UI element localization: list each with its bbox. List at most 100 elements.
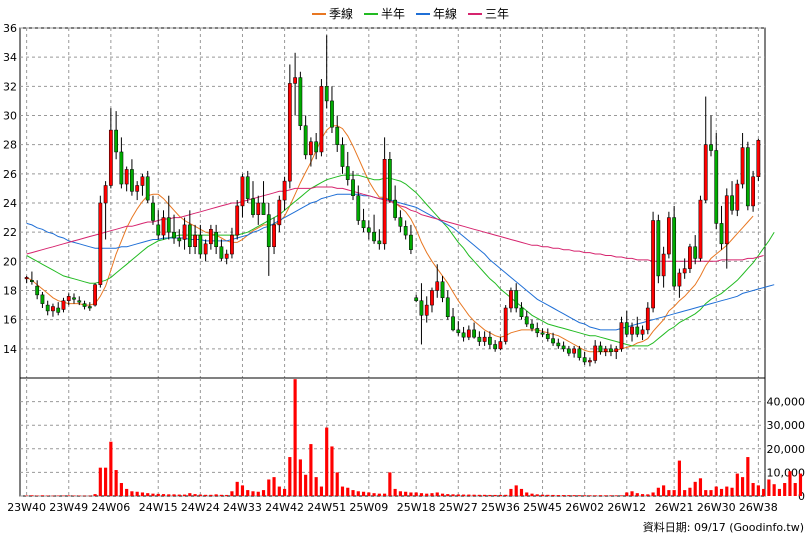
ma-line-1 [26,174,775,347]
volume-bar [483,494,487,496]
volume-bar [156,493,160,496]
volume-bar [567,495,571,496]
candle-body [461,332,466,338]
price-tick-label: 34 [3,51,17,64]
x-tick-label: 25W45 [523,501,562,514]
candle [135,181,140,201]
candle [45,300,50,316]
candle-body [108,129,113,186]
candle [566,345,571,357]
candle [682,258,687,279]
volume-bar [198,494,202,496]
candle-body [540,332,545,335]
candle-body [730,195,734,211]
price-tick-label: 16 [3,314,17,327]
volume-bar [182,494,187,496]
x-tick-label: 26W38 [739,501,778,514]
candle [530,319,534,332]
candle [451,308,455,332]
candle [514,283,519,313]
candle-body [282,180,287,201]
candle [203,239,208,262]
x-tick-label: 24W15 [139,501,178,514]
candle [635,316,640,338]
volume-bar [488,494,492,496]
volume-bar [730,487,734,496]
candle [609,344,613,357]
candle-body [640,329,645,335]
volume-bar [777,488,782,496]
volume-bar [319,486,324,496]
candle [424,296,429,323]
legend-label-0: 季線 [329,6,353,21]
price-tick-label: 18 [3,285,17,298]
volume-bar [351,490,355,496]
candle [614,345,619,360]
candle-body [740,147,745,185]
candlesticks [24,35,761,367]
candle [651,211,655,313]
volume-bar [556,495,560,496]
candle [477,331,482,346]
candle-body [561,345,566,350]
volume-bar [788,471,792,496]
candle-body [493,344,498,350]
volume-bar [493,494,497,496]
candle [430,287,434,313]
candle-body [619,322,624,350]
volume-bar [82,495,87,497]
volume-bar [662,485,666,496]
volume-bar [693,481,697,496]
candle-body [598,345,603,352]
candle [603,345,608,357]
candle-body [114,129,119,153]
candle [493,340,498,352]
candle-body [30,280,34,282]
volume-bar [683,490,687,496]
candle [340,137,345,174]
volume-bar [35,495,39,497]
candle-body [219,246,224,259]
volume-bar [72,495,76,497]
candle-body [251,198,255,215]
candle-body [340,144,345,167]
candle-body [87,306,92,309]
candle [256,195,261,225]
candle [82,300,87,310]
candle-body [351,179,355,196]
candle-body [24,277,29,280]
candle-body [330,100,334,128]
candle [40,291,45,308]
volume-bar [304,474,308,496]
candle-body [187,224,192,247]
candle [98,195,103,288]
volume-bar [640,494,645,496]
volume-bar [530,493,534,496]
volume-bar [461,494,466,496]
volume-bar [377,493,381,496]
price-y-axis: 14 16 18 20 22 24 26 28 30 32 34 36 [3,22,17,356]
volume-bar [367,492,371,496]
candle-body [209,229,213,245]
candle [240,173,245,218]
volume-tick-label: 20,000 [767,443,806,456]
candle [745,141,750,211]
candle-body [672,217,677,287]
candle-body [82,303,87,307]
candle [235,200,240,240]
volume-bar [798,473,803,496]
candle [645,302,650,335]
volume-bar [56,495,60,497]
candle-body [609,348,613,353]
price-tick-label: 26 [3,168,17,181]
volume-bar [356,491,360,496]
candle [351,170,355,201]
candle [588,357,592,367]
volume-bar [514,485,518,496]
volume-bar [709,490,713,496]
candle [282,176,287,211]
candle [77,296,82,306]
candle-body [451,316,455,331]
candle [545,328,550,342]
